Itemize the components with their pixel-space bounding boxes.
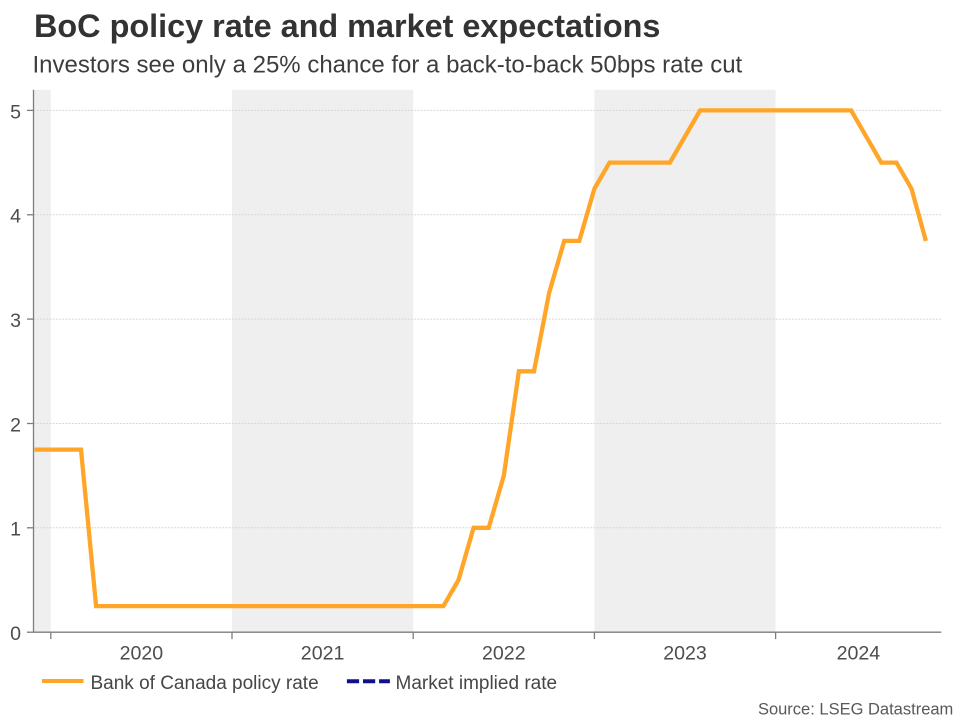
svg-text:2024: 2024	[837, 642, 881, 664]
svg-text:5: 5	[10, 101, 21, 123]
svg-text:0: 0	[10, 623, 21, 645]
svg-text:2023: 2023	[663, 642, 707, 664]
svg-text:2: 2	[10, 414, 21, 436]
svg-text:2020: 2020	[120, 642, 164, 664]
svg-text:2022: 2022	[482, 642, 526, 664]
svg-text:Market implied rate: Market implied rate	[396, 673, 558, 694]
svg-text:1: 1	[10, 519, 21, 541]
svg-text:2021: 2021	[301, 642, 345, 664]
svg-text:BoC policy rate and market exp: BoC policy rate and market expectations	[34, 8, 660, 44]
svg-text:Source: LSEG Datastream: Source: LSEG Datastream	[758, 701, 953, 719]
svg-text:Bank of Canada policy rate: Bank of Canada policy rate	[91, 673, 319, 694]
svg-text:3: 3	[10, 310, 21, 332]
svg-text:4: 4	[10, 206, 21, 228]
svg-text:Investors see only a 25% chanc: Investors see only a 25% chance for a ba…	[33, 52, 743, 79]
